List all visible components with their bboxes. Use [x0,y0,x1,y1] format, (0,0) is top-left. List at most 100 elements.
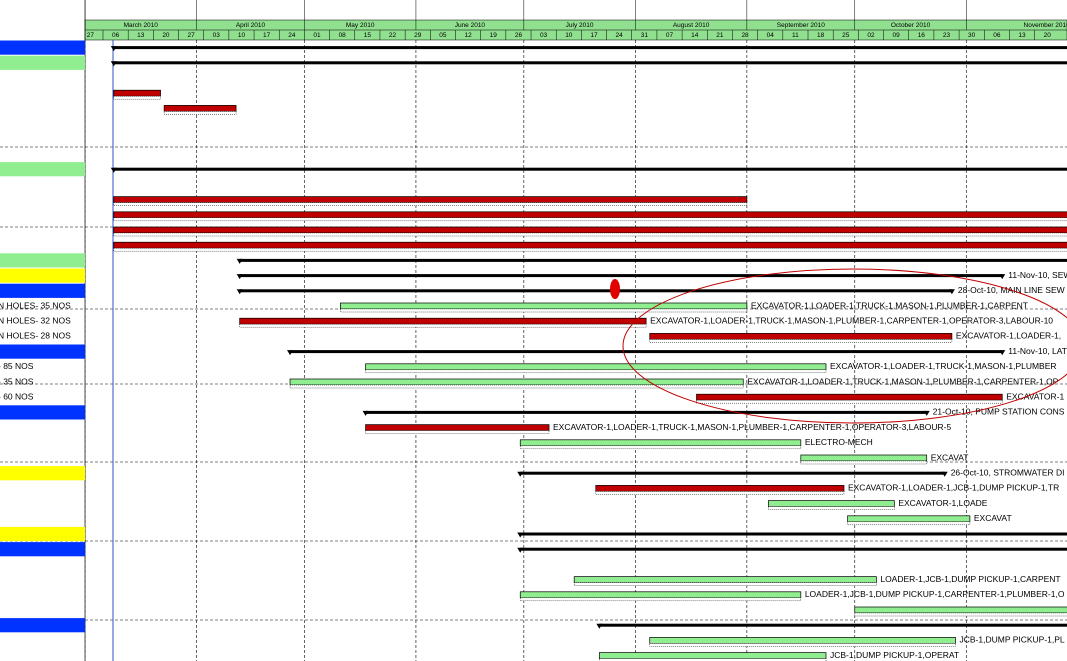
week-label: 25 [842,32,850,39]
summary-bar [520,547,1067,551]
week-label: 09 [893,32,901,39]
bar-text: EXCAVATOR-1 [1006,391,1064,401]
baseline-bar [854,612,1067,617]
bar-text: 11-Nov-10, SEW [1008,270,1067,280]
bar-text: LOADER-1,JCB-1,DUMP PICKUP-1,CARPENTER-1… [805,589,1065,599]
baseline-bar [649,339,953,343]
bar-text: EXCAVATOR-1,LOADER-1,TRUCK-1,MASON-1,PLU… [747,376,1058,386]
highlight-dot [610,279,620,299]
summary-cap [999,350,1006,356]
summary-bar [239,274,1003,278]
week-label: 22 [389,32,397,39]
month-label: July 2010 [566,22,594,29]
summary-bar [239,258,1067,262]
week-label: 03 [540,32,548,39]
bar-text: 26-Oct-10, STROMWATER DI [951,467,1065,477]
month-label: September 2010 [777,22,825,29]
baseline-bar [595,491,845,495]
task-name: N HOLES- 32 NOS [0,315,71,325]
week-label: 11 [792,32,799,39]
task-bar [289,378,744,386]
bar-text: EXCAVATOR-1,LOADER-1,JCB-1,DUMP PICKUP-1… [848,483,1059,493]
summary-cap [287,350,294,356]
bar-text: 11-Nov-10, LAT [1008,346,1067,356]
week-label: 06 [112,32,120,39]
summary-cap [110,61,117,67]
week-label: 08 [339,32,347,39]
baseline-bar [573,582,877,586]
task-name: - 35 NOS [0,376,34,386]
week-label: 06 [993,32,1001,39]
task-name: - 60 NOS [0,391,34,401]
bar-text: EXCAVAT [974,513,1012,523]
month-label: November 2010 [1024,22,1067,29]
task-column: N HOLES- 35 NOS N HOLES- 32 NOS N HOLES- 2… [0,40,85,633]
week-label: 27 [187,32,195,39]
bar-text: JCB-1,DUMP PICKUP-1,PL [959,635,1064,645]
task-bar [519,591,802,599]
summary-bar [113,46,1067,50]
critical-bar [365,424,550,431]
bar-text: EXCAVATOR-1,LOADER-1,TRUCK-1,MASON-1,PLU… [830,361,1057,371]
row-band [0,162,85,177]
row-band [0,40,85,55]
bar-text: JCB-1,DUMP PICKUP-1,OPERAT [830,650,959,660]
task-bar [768,500,895,507]
week-label: 10 [238,32,246,39]
week-label: 21 [716,32,724,39]
week-label: 13 [137,32,145,39]
month-label: June 2010 [455,22,486,29]
bar-text: ELECTRO-MECH [805,437,873,447]
baseline-bar [519,597,802,602]
gantt-area: 27 06 13 20 27 03 10 17 24 01 08 15 22 29 05 12 19 26 03 10… [85,0,1067,661]
row-band [0,55,85,70]
month-label: March 2010 [124,22,159,29]
summary-bar [520,471,945,475]
baseline-bar [113,217,1067,222]
week-label: 23 [943,32,951,39]
week-label: 05 [439,32,447,39]
baseline-bar [696,399,1003,404]
summary-cap [236,289,243,295]
summary-cap [948,289,955,295]
month-label: August 2010 [673,22,710,29]
summary-cap [110,167,117,173]
week-label: 07 [666,32,674,39]
week-label: 13 [1018,32,1026,39]
baseline-bar [365,369,827,374]
summary-cap [236,274,243,280]
critical-bar [696,393,1003,401]
week-label: 28 [741,32,749,39]
critical-bar [113,89,161,97]
week-label: 24 [616,32,624,39]
summary-bar [113,61,1067,65]
summary-cap [362,410,369,416]
baseline-bar [365,430,550,434]
row-band [0,344,85,359]
baseline-bar [768,506,895,510]
critical-bar [113,196,748,203]
week-label: 31 [641,32,649,39]
week-label: 30 [968,32,976,39]
month-label: October 2010 [891,22,931,29]
week-label: 29 [414,32,422,39]
task-bar [854,606,1067,614]
row-band [0,618,85,633]
summary-cap [517,532,524,538]
annotations [610,268,1067,424]
baseline-bar [289,384,744,389]
week-label: 18 [817,32,825,39]
critical-bar [163,105,237,112]
critical-bar [113,226,1067,234]
summary-bar [290,350,1003,354]
summary-cap [596,623,603,629]
week-label: 04 [767,32,775,39]
baseline-bar [113,232,1067,237]
summary-cap [517,471,524,477]
summary-bar [239,289,952,293]
week-label: 01 [313,32,321,39]
bar-text: EXCAVATOR-1,LOADER-1,TRUCK-1,MASON-1,PLU… [751,300,1028,310]
task-bar [649,637,956,644]
